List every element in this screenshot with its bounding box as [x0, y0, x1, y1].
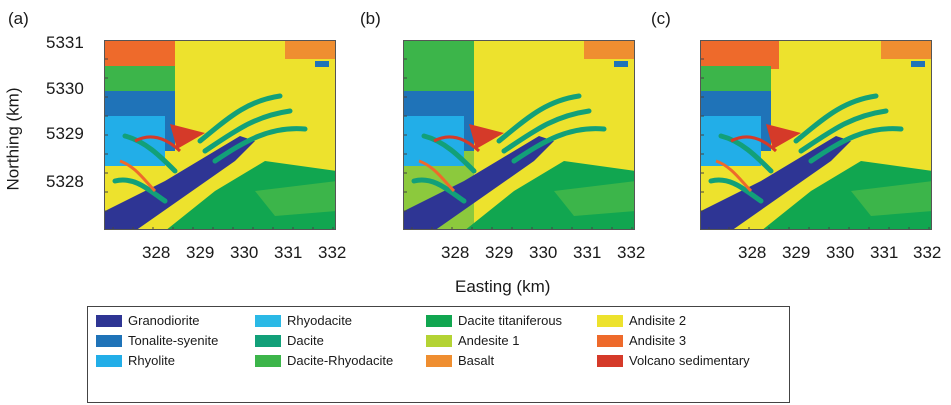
- legend-item-dacite: Dacite: [255, 333, 324, 348]
- legend-item-rhyodacite: Rhyodacite: [255, 313, 352, 328]
- x-tick-label: 329: [485, 243, 514, 262]
- map-unit-streak: [421, 133, 477, 174]
- legend: Granodiorite Tonalite-syenite Rhyolite R…: [87, 306, 790, 403]
- y-tick-label: 5329: [46, 124, 84, 143]
- legend-label: Tonalite-syenite: [128, 333, 219, 348]
- x-tick-label: 329: [186, 243, 215, 262]
- map-panel-a: [104, 40, 336, 230]
- map-unit-streak: [718, 133, 774, 174]
- y-tick-label: 5331: [46, 33, 84, 52]
- map-unit-block: [255, 181, 335, 216]
- x-tick-label: 332: [617, 243, 646, 262]
- legend-item-andisite-3: Andisite 3: [597, 333, 686, 348]
- map-unit-block: [584, 41, 634, 59]
- legend-label: Andisite 3: [629, 333, 687, 348]
- legend-item-volcano-sedimentary: Volcano sedimentary: [597, 353, 750, 368]
- legend-swatch: [597, 314, 623, 327]
- map-unit-streak: [715, 159, 753, 193]
- legend-swatch: [597, 354, 623, 367]
- panel-label-a: (a): [8, 9, 29, 28]
- legend-swatch: [255, 334, 281, 347]
- map-unit-streak: [202, 108, 293, 154]
- x-tick-label: 329: [782, 243, 811, 262]
- legend-label: Dacite: [287, 333, 324, 348]
- legend-swatch: [426, 314, 452, 327]
- map-unit-streak: [501, 108, 592, 154]
- map-unit-block: [554, 181, 634, 216]
- x-tick-label: 332: [913, 243, 942, 262]
- panel-label-b: (b): [360, 9, 381, 28]
- x-tick-label: 331: [870, 243, 899, 262]
- map-unit-block: [766, 124, 801, 149]
- map-unit-streak: [411, 177, 467, 204]
- map-unit-streak: [496, 93, 582, 144]
- legend-swatch: [426, 354, 452, 367]
- map-unit-block: [881, 41, 931, 59]
- map-unit-streak: [511, 126, 607, 164]
- legend-label: Rhyolite: [128, 353, 175, 368]
- map-unit-streak: [134, 135, 182, 153]
- legend-item-dacite-rhyodacite: Dacite-Rhyodacite: [255, 353, 393, 368]
- legend-swatch: [96, 334, 122, 347]
- legend-swatch: [597, 334, 623, 347]
- map-unit-block: [285, 41, 335, 59]
- map-unit-block: [614, 61, 628, 67]
- map-unit-streak: [793, 93, 879, 144]
- legend-label: Volcano sedimentary: [629, 353, 750, 368]
- legend-item-tonalite-syenite: Tonalite-syenite: [96, 333, 218, 348]
- map-unit-streak: [112, 177, 168, 204]
- legend-item-dacite-titaniferous: Dacite titaniferous: [426, 313, 562, 328]
- legend-label: Rhyodacite: [287, 313, 353, 328]
- x-axis-title: Easting (km): [455, 277, 551, 296]
- map-unit-streak: [730, 135, 778, 153]
- map-unit-block: [105, 41, 175, 66]
- legend-label: Andesite 1: [458, 333, 520, 348]
- x-tick-label: 331: [573, 243, 602, 262]
- x-tick-label: 330: [529, 243, 558, 262]
- map-unit-streak: [433, 135, 481, 153]
- map-unit-streak: [798, 108, 889, 154]
- map-unit-streak: [808, 126, 904, 164]
- map-unit-streak: [708, 177, 764, 204]
- x-tick-label: 332: [318, 243, 347, 262]
- y-axis-title: Northing (km): [3, 87, 23, 191]
- map-unit-block: [701, 41, 779, 69]
- legend-swatch: [255, 314, 281, 327]
- legend-item-andisite-2: Andisite 2: [597, 313, 686, 328]
- legend-label: Granodiorite: [128, 313, 200, 328]
- y-tick-label: 5328: [46, 172, 84, 191]
- map-unit-streak: [418, 159, 456, 193]
- y-tick-label: 5330: [46, 79, 84, 98]
- legend-swatch: [426, 334, 452, 347]
- map-unit-block: [911, 61, 925, 67]
- legend-label: Basalt: [458, 353, 495, 368]
- legend-item-granodiorite: Granodiorite: [96, 313, 200, 328]
- legend-label: Andisite 2: [629, 313, 687, 328]
- legend-swatch: [96, 354, 122, 367]
- map-unit-block: [315, 61, 329, 67]
- map-unit-block: [170, 124, 205, 149]
- map-unit-block: [469, 124, 504, 149]
- legend-item-rhyolite: Rhyolite: [96, 353, 175, 368]
- legend-item-andesite-1: Andesite 1: [426, 333, 519, 348]
- map-unit-streak: [119, 159, 157, 193]
- legend-swatch: [96, 314, 122, 327]
- x-tick-label: 328: [738, 243, 767, 262]
- x-tick-label: 330: [230, 243, 259, 262]
- legend-item-basalt: Basalt: [426, 353, 494, 368]
- legend-label: Dacite-Rhyodacite: [287, 353, 394, 368]
- map-panel-b: [403, 40, 635, 230]
- x-tick-label: 330: [826, 243, 855, 262]
- panel-label-c: (c): [651, 9, 671, 28]
- map-unit-streak: [197, 93, 283, 144]
- x-tick-label: 328: [142, 243, 171, 262]
- map-unit-streak: [122, 133, 178, 174]
- map-panel-c: [700, 40, 932, 230]
- map-unit-streak: [212, 126, 308, 164]
- legend-label: Dacite titaniferous: [458, 313, 563, 328]
- legend-swatch: [255, 354, 281, 367]
- map-unit-block: [851, 181, 931, 216]
- x-tick-label: 328: [441, 243, 470, 262]
- x-tick-label: 331: [274, 243, 303, 262]
